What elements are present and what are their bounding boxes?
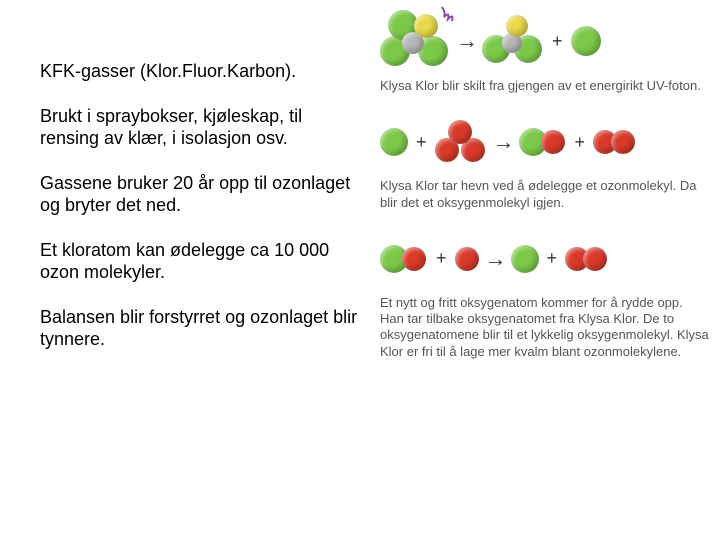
mol-clo — [519, 128, 567, 156]
plus-icon: + — [545, 248, 560, 269]
para-5: Balansen blir forstyrret og ozonlaget bl… — [40, 306, 360, 351]
mol-cfc — [380, 10, 450, 72]
reaction-1: → + — [380, 10, 710, 72]
mol-cl — [380, 128, 408, 156]
arrow-icon: → — [493, 129, 513, 155]
mol-cfc-residue — [482, 13, 544, 69]
para-1: KFK-gasser (Klor.Fluor.Karbon). — [40, 60, 360, 83]
reaction-3: + → + — [380, 229, 710, 289]
para-4: Et kloratom kan ødelegge ca 10 000 ozon … — [40, 239, 360, 284]
para-3: Gassene bruker 20 år opp til ozonlaget o… — [40, 172, 360, 217]
caption-2: Klysa Klor tar hevn ved å ødelegge et oz… — [380, 178, 710, 211]
caption-1: Klysa Klor blir skilt fra gjengen av et … — [380, 78, 710, 94]
plus-icon: + — [550, 31, 565, 52]
right-diagram-column: → + Klysa Klor blir skilt fra gjengen av… — [380, 10, 710, 378]
mol-o — [455, 247, 479, 271]
mol-cl — [571, 26, 601, 56]
panel-3: + → + Et nytt og fritt oksygenatom komme… — [380, 229, 710, 360]
left-text-column: KFK-gasser (Klor.Fluor.Karbon). Brukt i … — [40, 60, 360, 373]
mol-o3 — [435, 120, 487, 164]
panel-1: → + Klysa Klor blir skilt fra gjengen av… — [380, 10, 710, 94]
arrow-icon: → — [456, 28, 476, 54]
mol-cl — [511, 245, 539, 273]
plus-icon: + — [414, 132, 429, 153]
plus-icon: + — [434, 248, 449, 269]
mol-o2 — [593, 130, 635, 154]
mol-clo — [380, 245, 428, 273]
mol-o2 — [565, 247, 607, 271]
panel-2: + → + Klysa Klor tar hevn ved å ødelegge… — [380, 112, 710, 211]
reaction-2: + → + — [380, 112, 710, 172]
plus-icon: + — [573, 132, 588, 153]
caption-3: Et nytt og fritt oksygenatom kommer for … — [380, 295, 710, 360]
para-2: Brukt i spraybokser, kjøleskap, til rens… — [40, 105, 360, 150]
arrow-icon: → — [485, 246, 505, 272]
